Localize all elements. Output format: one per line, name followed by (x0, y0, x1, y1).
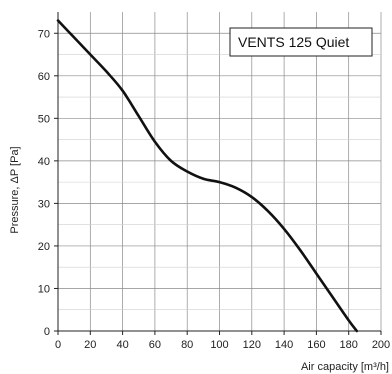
x-tick-label: 0 (55, 339, 61, 351)
x-tick-label: 60 (149, 339, 161, 351)
axes (54, 12, 382, 335)
legend-series-name: VENTS 125 Quiet (238, 34, 349, 50)
y-tick-label: 10 (38, 283, 50, 295)
y-axis-label: Pressure, ΔP [Pa] (9, 146, 21, 233)
y-tick-label: 40 (38, 156, 50, 168)
x-axis-label: Air capacity [m³/h] (301, 361, 389, 373)
x-tick-label: 100 (210, 339, 228, 351)
y-tick-label: 50 (38, 113, 50, 125)
y-tick-label: 0 (44, 326, 50, 338)
series-line-vents-125-quiet (56, 19, 359, 333)
x-tick-label: 80 (181, 339, 193, 351)
y-tick-label: 20 (38, 241, 50, 253)
x-tick-label: 40 (116, 339, 128, 351)
x-tick-label: 140 (275, 339, 293, 351)
x-tick-label: 20 (84, 339, 96, 351)
y-tick-label: 70 (38, 28, 50, 40)
x-tick-label: 200 (372, 339, 390, 351)
legend-box (229, 27, 373, 57)
x-tick-label: 160 (307, 339, 325, 351)
legend: VENTS 125 Quiet (229, 27, 373, 57)
series-group (56, 19, 359, 333)
x-tick-label: 120 (243, 339, 261, 351)
y-tick-labels: 0 10 20 30 40 50 60 70 (38, 28, 50, 338)
x-tick-label: 180 (340, 339, 358, 351)
y-tick-label: 60 (38, 71, 50, 83)
y-tick-label: 30 (38, 198, 50, 210)
x-tick-labels: 0 20 40 60 80 100 120 140 160 180 200 (55, 339, 390, 351)
grid-lines (58, 12, 382, 331)
